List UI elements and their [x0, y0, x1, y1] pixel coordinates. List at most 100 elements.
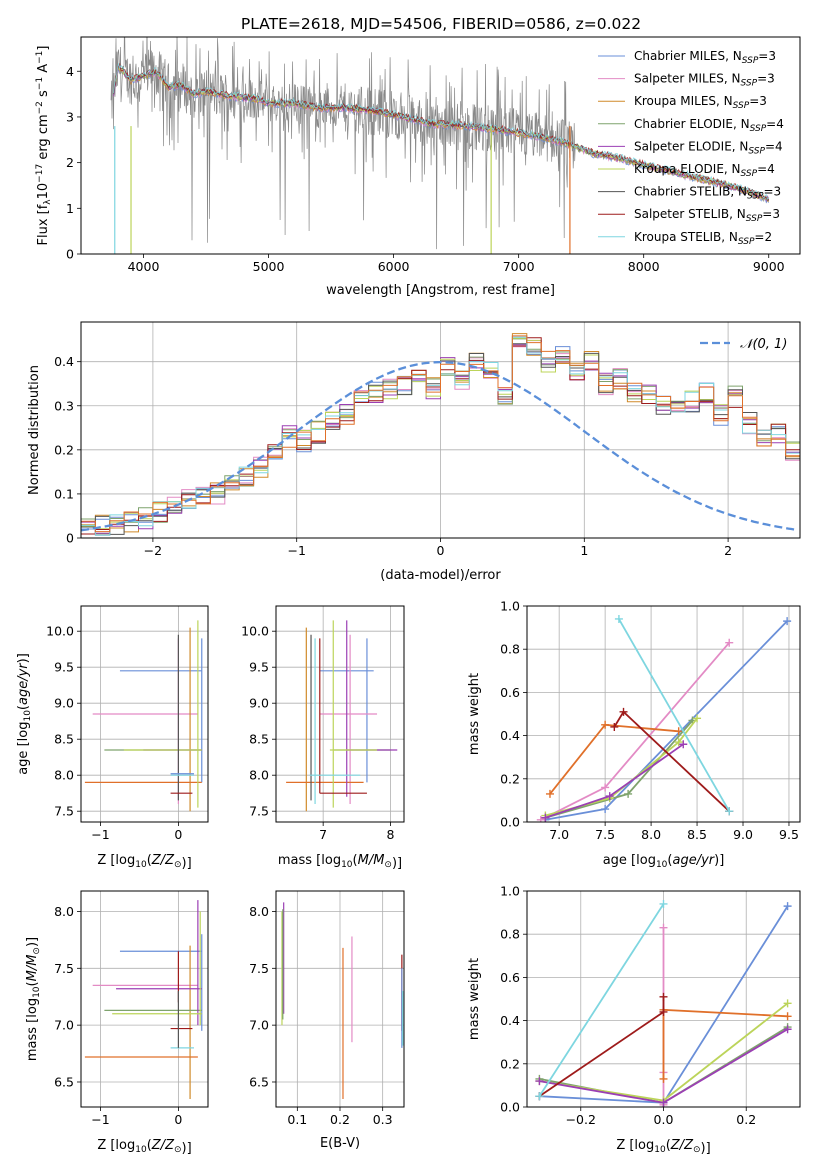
x-tick-label: 8: [387, 827, 395, 842]
weight-series: [535, 899, 792, 1107]
weight-point-marker: [783, 1025, 792, 1034]
y-tick-label: 7.5: [54, 804, 74, 819]
y-tick-label: 6.5: [54, 1074, 74, 1089]
y-tick-label: 3: [66, 109, 74, 124]
y-tick-label: 0: [66, 247, 74, 262]
weight-point-marker: [783, 1012, 792, 1021]
y-tick-label: 8.0: [54, 904, 74, 919]
x-axis-label: Z [log10(Z/Z⊙)]: [97, 1138, 191, 1156]
y-tick-label: 1.0: [500, 884, 520, 899]
age-vs-metallicity-panel: −1 0 7.5 8.0 8.5 9.0 9.5 10.0 Z [log10(Z/Z⊙)] age…: [16, 605, 209, 871]
y-tick-label: 9.5: [249, 660, 269, 675]
y-tick-label: 4: [66, 64, 74, 79]
grid-lines: [276, 891, 404, 1107]
residuals-panel: −2 −1 0 1 2 0 0.1 0.2 0.3 0.4 (data-model)/error No…: [27, 321, 801, 583]
axes-frame: [80, 321, 801, 539]
weight-point-marker: [624, 789, 633, 798]
x-tick-label: 6000: [378, 259, 410, 274]
weight-point-marker: [659, 1007, 668, 1016]
x-tick-label: 2: [724, 543, 732, 558]
y-tick-label: 0.3: [54, 398, 74, 413]
y-tick-label: 9.0: [249, 696, 269, 711]
axes-frame: [275, 605, 405, 823]
x-tick-label: −1: [287, 543, 305, 558]
weight-point-marker: [725, 638, 734, 647]
error-bars: [281, 902, 404, 1100]
x-tick-label: 4000: [128, 259, 160, 274]
y-tick-label: 0.8: [500, 642, 520, 657]
x-tick-label: 8000: [628, 259, 660, 274]
x-tick-label: 0: [174, 827, 182, 842]
y-tick-label: 8.0: [54, 768, 74, 783]
x-tick-label: 7.5: [595, 827, 615, 842]
legend-entry-label: Chabrier MILES, NSSP=3: [634, 49, 776, 66]
mass-weight-vs-metallicity-panel: −0.2 0.0 0.2 0.0 0.2 0.4 0.6 0.8 1.0 mass weight Z…: [467, 884, 801, 1156]
x-axis-label: (data-model)/error: [380, 568, 501, 583]
legend-entry-label: Salpeter MILES, NSSP=3: [634, 72, 775, 89]
spectrum-legend: Chabrier MILES, NSSP=3 Salpeter MILES, NS…: [598, 49, 784, 247]
weight-point-marker: [536, 815, 545, 822]
y-tick-label: 0.0: [500, 815, 520, 830]
y-tick-label: 0: [66, 531, 74, 546]
weight-point-marker: [614, 614, 623, 623]
weight-series: [536, 614, 792, 822]
y-tick-label: 0.6: [500, 685, 520, 700]
y-tick-label: 0.4: [500, 1013, 520, 1028]
x-tick-label: 0.2: [330, 1112, 350, 1127]
y-tick-label: 10.0: [46, 624, 74, 639]
y-tick-label: 0.0: [500, 1100, 520, 1115]
weight-point-marker: [545, 789, 554, 798]
x-tick-label: 0.2: [736, 1112, 756, 1127]
x-tick-label: 8.5: [687, 827, 707, 842]
x-tick-label: 0.0: [654, 1112, 674, 1127]
axes-frame: [80, 36, 801, 255]
x-tick-label: 9000: [753, 259, 785, 274]
x-tick-label: −2: [144, 543, 162, 558]
error-bars: [84, 900, 203, 1100]
legend-entry-label: Salpeter ELODIE, NSSP=4: [634, 139, 783, 156]
y-axis-label: Normed distribution: [27, 365, 42, 495]
age-vs-mass-panel: 7 8 7.5 8.0 8.5 9.0 9.5 10.0 mass [log10(M/M⊙)]: [241, 605, 405, 871]
y-tick-label: 7.5: [249, 961, 269, 976]
weight-point-marker: [725, 807, 734, 816]
legend-entry-label: 𝒩(0, 1): [740, 337, 787, 352]
axes-frame: [80, 605, 209, 823]
x-tick-label: 8.0: [641, 827, 661, 842]
x-tick-label: 7: [319, 827, 327, 842]
weight-point-marker: [674, 738, 683, 747]
x-tick-label: 0.1: [287, 1112, 307, 1127]
spectrum-panel: 4000 5000 6000 7000 8000 9000 0 1 2 3 4 wavelength …: [35, 36, 801, 298]
weight-point-marker: [783, 999, 792, 1008]
x-axis-label: age [log10(age/yr)]: [603, 853, 725, 870]
weight-point-marker: [679, 740, 688, 749]
axes-frame: [275, 890, 405, 1108]
mass-weight-vs-age-panel: 7.0 7.5 8.0 8.5 9.0 9.5 0.0 0.2 0.4 0.6 0.8 1.0 mass…: [467, 599, 801, 870]
y-tick-label: 0.4: [500, 728, 520, 743]
axes-frame: [80, 890, 209, 1108]
y-axis-label: mass weight: [467, 673, 482, 755]
y-tick-label: 0.2: [500, 771, 520, 786]
y-tick-label: 1.0: [500, 599, 520, 614]
y-tick-label: 8.5: [249, 732, 269, 747]
weight-point-marker: [659, 1074, 668, 1083]
axes-frame: [526, 890, 801, 1108]
y-tick-label: 0.1: [54, 486, 74, 501]
weight-point-marker: [659, 923, 668, 932]
y-tick-label: 8.0: [249, 904, 269, 919]
x-tick-label: 9.5: [779, 827, 799, 842]
y-axis-label: Flux [fλ10−17 erg cm−2 s−1 A−1]: [35, 46, 53, 246]
y-tick-label: 8.0: [249, 768, 269, 783]
legend-entry-label: Chabrier ELODIE, NSSP=4: [634, 117, 784, 134]
error-bars: [84, 620, 203, 812]
y-tick-label: 9.5: [54, 660, 74, 675]
y-tick-label: 8.5: [54, 732, 74, 747]
legend-entry-label: Chabrier STELIB, NSSP=3: [634, 185, 781, 202]
spectrum-lines: [110, 37, 770, 254]
y-tick-label: 0.2: [500, 1056, 520, 1071]
y-tick-label: 7.5: [249, 804, 269, 819]
x-axis-label: mass [log10(M/M⊙)]: [278, 853, 402, 871]
weight-point-marker: [693, 714, 702, 723]
histogram-series-line: [81, 335, 800, 533]
y-tick-label: 7.0: [54, 1018, 74, 1033]
